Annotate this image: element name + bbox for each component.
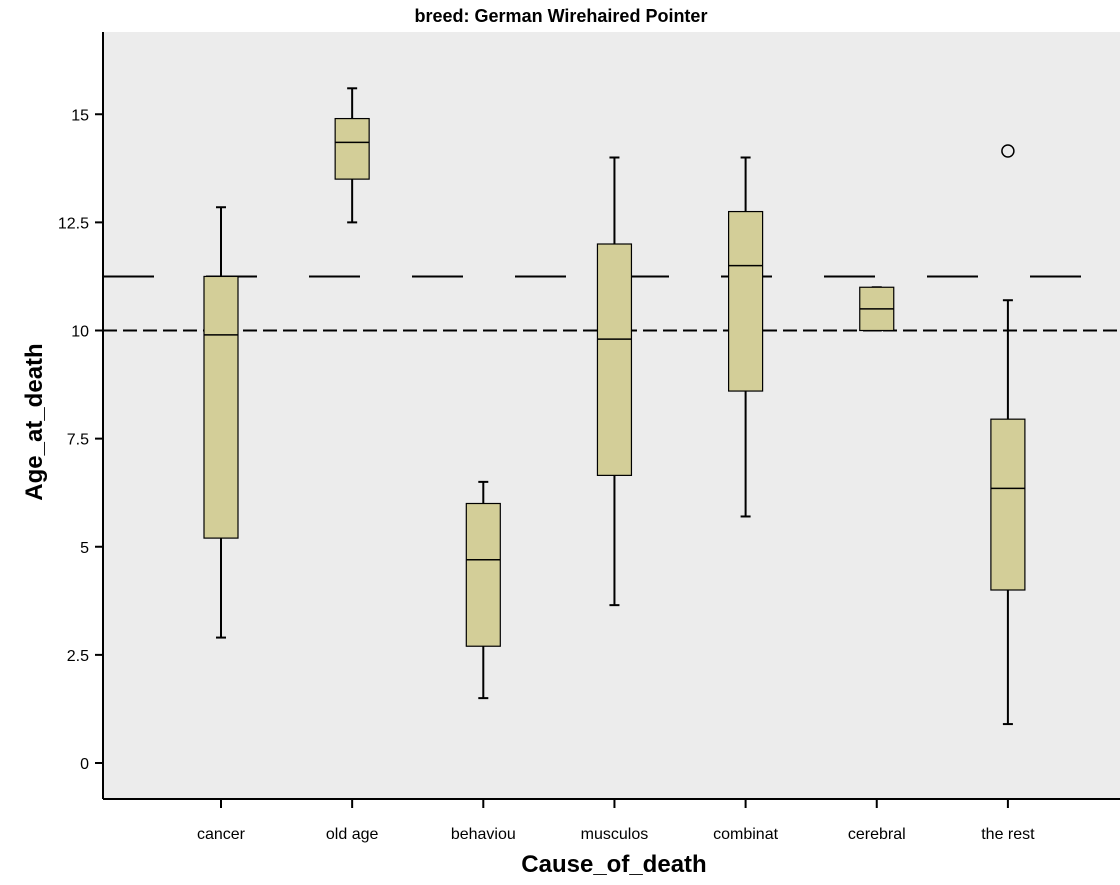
iqr-box xyxy=(990,418,1026,591)
box-behaviou xyxy=(465,480,501,700)
x-tick-label: behaviou xyxy=(451,826,516,843)
y-tick-label: 10 xyxy=(71,324,89,341)
axes-group xyxy=(102,32,1120,800)
y-tick-label: 12.5 xyxy=(58,215,89,232)
x-axis-label: Cause_of_death xyxy=(521,851,706,878)
y-tick-label: 2.5 xyxy=(67,648,89,665)
x-tick-label: cerebral xyxy=(848,826,906,843)
x-tick-label: the rest xyxy=(981,826,1035,843)
iqr-box xyxy=(727,210,764,392)
box-cancer xyxy=(203,206,239,639)
iqr-box xyxy=(596,243,633,476)
y-tick-label: 15 xyxy=(71,107,89,124)
y-tick-label: 5 xyxy=(80,540,89,557)
boxes-group xyxy=(203,87,1026,726)
box-the-rest xyxy=(990,144,1026,726)
x-tick-label: cancer xyxy=(197,826,246,843)
y-tick-label: 7.5 xyxy=(67,432,89,449)
x-tick-label: musculos xyxy=(581,826,649,843)
box-musculos xyxy=(596,156,633,607)
box-cerebral xyxy=(859,286,895,332)
iqr-box xyxy=(203,275,239,539)
box-combinat xyxy=(727,156,764,518)
y-tick-label: 0 xyxy=(80,756,89,773)
y-axis-label: Age_at_death xyxy=(21,343,48,500)
box-old-age xyxy=(334,87,370,224)
x-tick-label: combinat xyxy=(713,826,778,843)
outlier-point xyxy=(1001,144,1015,158)
chart-title: breed: German Wirehaired Pointer xyxy=(415,6,708,26)
iqr-box xyxy=(465,502,501,647)
x-tick-label: old age xyxy=(326,826,379,843)
iqr-box xyxy=(334,117,370,180)
ticks-group: 0 2.5 5 7.5 10 12.5 15 cancer old age behaviou mus… xyxy=(58,107,1035,843)
